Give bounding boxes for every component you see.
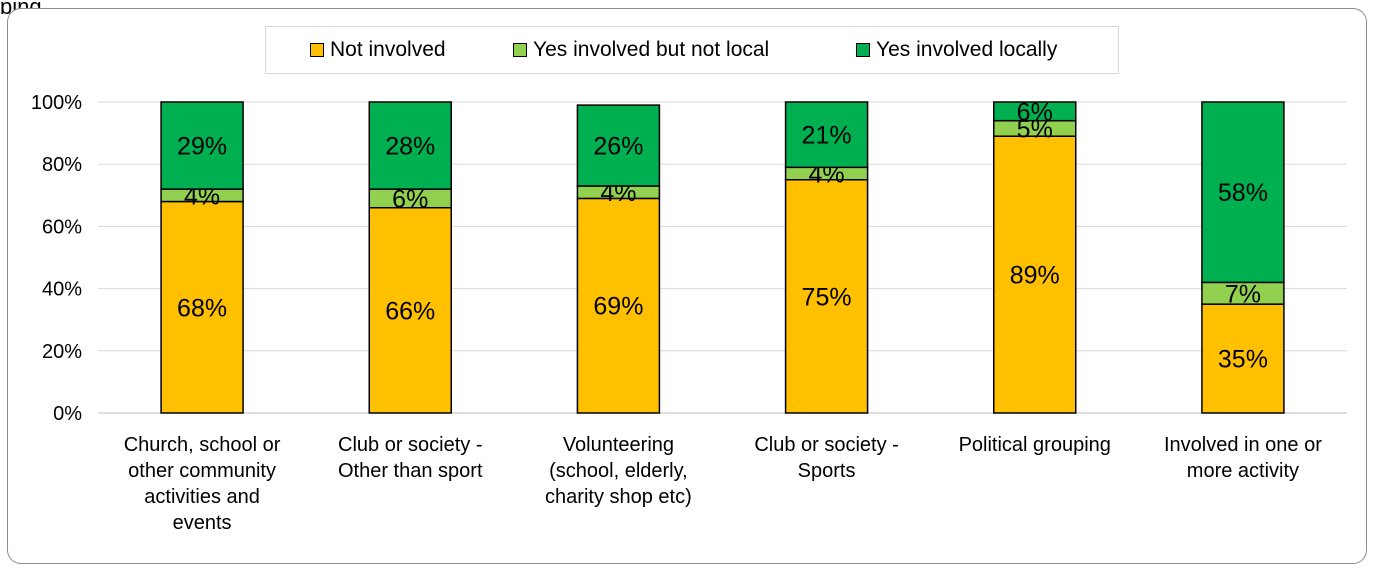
legend-swatch-not-local (513, 43, 527, 57)
bar-segment (993, 101, 1077, 122)
y-tick-label: 20% (42, 341, 82, 363)
data-label: 6% (392, 185, 428, 213)
legend-item-not-involved: Not involved (310, 38, 446, 62)
data-label: 68% (177, 294, 227, 322)
data-label: 21% (802, 122, 852, 150)
legend: Not involved Yes involved but not local … (265, 26, 1119, 74)
data-label: 35% (1218, 346, 1268, 374)
bar-segment (576, 104, 661, 187)
legend-item-not-local: Yes involved but not local (513, 38, 769, 62)
bar-segment (1201, 303, 1285, 414)
category-label: Sports (798, 460, 856, 482)
legend-label-locally: Yes involved locally (876, 38, 1058, 61)
data-label: 58% (1218, 179, 1268, 207)
y-tick-label: 100% (31, 92, 82, 114)
category-label: more activity (1187, 460, 1299, 482)
data-label: 89% (1010, 262, 1060, 290)
data-label: 28% (385, 133, 435, 161)
bar-segment (784, 101, 869, 169)
bar-segment (160, 200, 244, 414)
legend-swatch-locally (856, 43, 870, 57)
data-label: 7% (1225, 280, 1261, 308)
category-label: events (173, 512, 232, 534)
data-label: 29% (177, 133, 227, 161)
category-label: Club or society - (338, 434, 483, 456)
category-label: activities and (144, 486, 260, 508)
category-label: charity shop etc) (545, 486, 692, 508)
legend-swatch-not-involved (310, 43, 324, 57)
category-label: Volunteering (563, 434, 674, 456)
data-label: 66% (385, 297, 435, 325)
category-label: Political grouping (959, 434, 1111, 456)
category-label: (school, elderly, (549, 460, 688, 482)
legend-item-locally: Yes involved locally (856, 38, 1057, 62)
bar-segment (368, 206, 452, 414)
y-tick-label: 0% (53, 403, 82, 425)
data-label: 69% (593, 293, 643, 321)
y-tick-label: 80% (42, 154, 82, 176)
bar-segment (368, 101, 452, 190)
bar-segment (784, 179, 869, 414)
y-tick-label: 60% (42, 216, 82, 238)
y-tick-label: 40% (42, 279, 82, 301)
bar-segment (1201, 101, 1285, 284)
category-label: other community (128, 460, 276, 482)
legend-label-not-involved: Not involved (330, 38, 446, 61)
data-label: 26% (593, 133, 643, 161)
bar-segment (576, 197, 661, 414)
category-label: Church, school or (124, 434, 281, 456)
bar-segment (993, 135, 1077, 414)
category-label: Other than sport (338, 460, 483, 482)
legend-label-not-local: Yes involved but not local (533, 38, 770, 61)
data-label: 75% (802, 283, 852, 311)
bar-segment (160, 101, 244, 190)
data-label: 6% (1017, 98, 1053, 126)
category-label: Club or society - (754, 434, 899, 456)
category-label: Involved in one or (1164, 434, 1322, 456)
